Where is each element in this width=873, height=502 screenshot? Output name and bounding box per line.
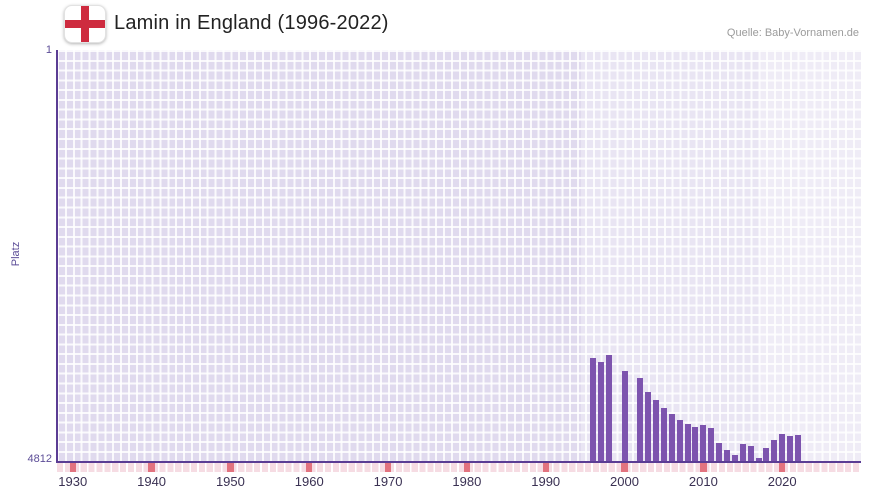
timeline-decade-cell-1930 [69, 463, 76, 472]
bar-1996 [589, 358, 596, 461]
bar-2003 [645, 391, 652, 461]
england-flag-icon [64, 5, 106, 43]
timeline-decade-cell-1970 [384, 463, 392, 472]
timeline-decade-cell-1980 [463, 463, 471, 472]
bars-layer [57, 50, 861, 461]
bar-2010 [700, 424, 707, 461]
bar-2004 [653, 400, 660, 461]
y-axis-line [56, 50, 58, 463]
timeline-decade-cell-2010 [700, 463, 707, 472]
x-tick-2010: 2010 [688, 474, 718, 489]
bar-2002 [637, 377, 644, 461]
timeline-decade-cell-1960 [306, 463, 313, 472]
x-tick-1970: 1970 [373, 474, 403, 489]
x-tick-1960: 1960 [294, 474, 324, 489]
bar-2021 [787, 436, 794, 461]
x-tick-labels: 1930 1940 1950 1960 1970 1980 1990 2000 2010 2020 [57, 474, 861, 494]
x-tick-1980: 1980 [452, 474, 482, 489]
plot-area [57, 50, 861, 461]
bar-2012 [716, 442, 723, 461]
bar-2009 [692, 426, 699, 461]
highlight-band-right [759, 50, 861, 461]
bar-1997 [597, 361, 604, 461]
timeline-decade-cell-1940 [148, 463, 155, 472]
bar-2014 [731, 454, 738, 461]
bar-2019 [771, 439, 778, 461]
timeline-decade-cell-2000 [621, 463, 628, 472]
chart-title: Lamin in England (1996-2022) [114, 12, 389, 34]
bar-2006 [668, 413, 675, 461]
x-tick-2000: 2000 [610, 474, 639, 489]
bar-2022 [794, 434, 801, 461]
y-tick-worst-rank: 4812 [27, 453, 52, 465]
bar-2000 [621, 371, 628, 461]
bar-2011 [708, 427, 715, 461]
flag-cross-horizontal [65, 20, 105, 28]
bar-2008 [684, 424, 691, 461]
bar-1998 [605, 354, 612, 461]
bar-2020 [779, 433, 786, 461]
bar-2017 [755, 457, 762, 461]
x-tick-2020: 2020 [767, 474, 797, 489]
bar-2015 [739, 443, 746, 461]
x-axis-line [57, 461, 861, 463]
timeline-decade-cell-1950 [227, 463, 234, 472]
source-label: Quelle: Baby-Vornamen.de [726, 27, 859, 39]
bar-2005 [660, 407, 667, 461]
y-tick-best-rank: 1 [45, 44, 52, 56]
bar-2013 [724, 449, 730, 461]
bar-2018 [763, 448, 770, 461]
highlight-band-recent [581, 50, 861, 461]
x-tick-1940: 1940 [137, 474, 167, 489]
bar-2007 [676, 419, 683, 461]
x-tick-1990: 1990 [531, 474, 561, 489]
x-tick-1930: 1930 [58, 474, 88, 489]
x-tick-1950: 1950 [215, 474, 245, 489]
timeline-decade-cell-2020 [779, 463, 786, 472]
bar-2016 [747, 445, 754, 461]
y-axis-title: Platz [10, 241, 22, 267]
timeline-decade-cell-1990 [542, 463, 549, 472]
timeline-strip [57, 463, 861, 472]
